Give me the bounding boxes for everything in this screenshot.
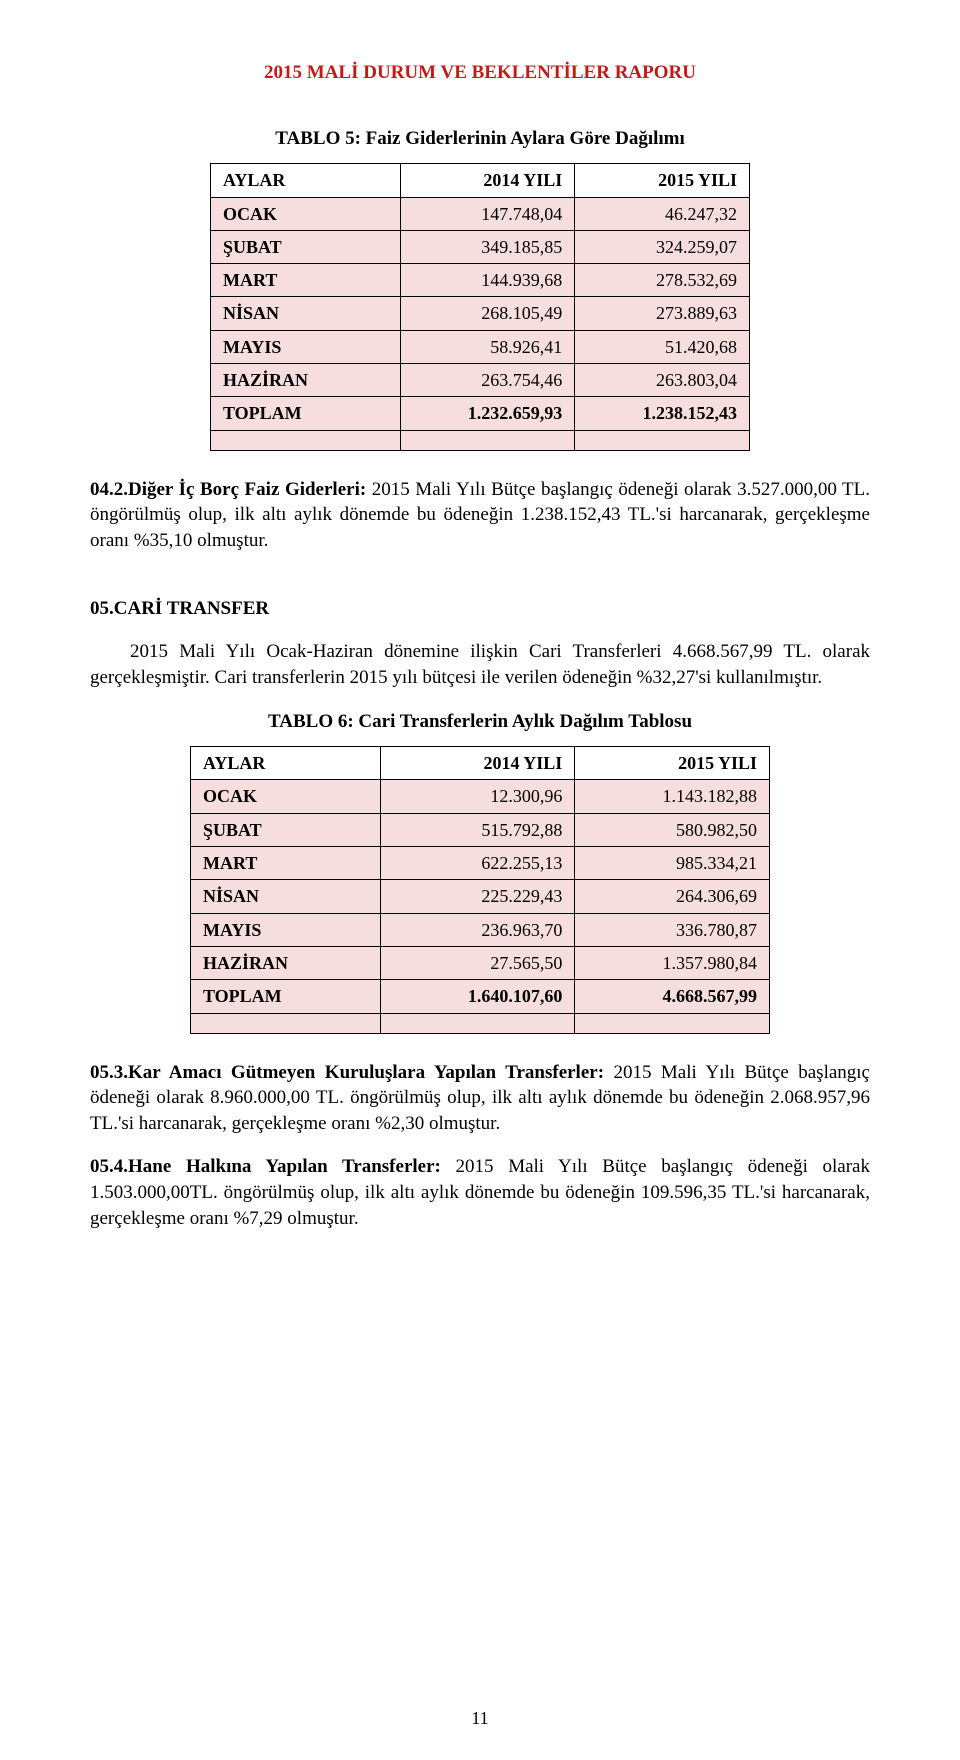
table6-row-month: TOPLAM — [191, 980, 381, 1013]
table6-row-month: OCAK — [191, 780, 381, 813]
table6-cell: 622.255,13 — [380, 847, 575, 880]
table6-cell: 1.640.107,60 — [380, 980, 575, 1013]
table5-row-month: MART — [211, 264, 401, 297]
table5-col-y1: 2014 YILI — [400, 164, 575, 197]
table6-cell: 1.143.182,88 — [575, 780, 770, 813]
table5-cell: 58.926,41 — [400, 330, 575, 363]
table5-row-month: OCAK — [211, 197, 401, 230]
table6-cell: 12.300,96 — [380, 780, 575, 813]
table6-cell: 225.229,43 — [380, 880, 575, 913]
table6-cell: 515.792,88 — [380, 813, 575, 846]
table6-cell: 1.357.980,84 — [575, 946, 770, 979]
table5-cell: 349.185,85 — [400, 230, 575, 263]
table6-cell: 580.982,50 — [575, 813, 770, 846]
table6-row-month: MAYIS — [191, 913, 381, 946]
table6-cell: 985.334,21 — [575, 847, 770, 880]
table6-cell: 27.565,50 — [380, 946, 575, 979]
para-label: 05.3.Kar Amacı Gütmeyen Kuruluşlara Yapı… — [90, 1062, 613, 1083]
table5-row-month: NİSAN — [211, 297, 401, 330]
table6-col-y1: 2014 YILI — [380, 747, 575, 780]
table5-row-month: MAYIS — [211, 330, 401, 363]
table5-cell: 278.532,69 — [575, 264, 750, 297]
page: 2015 MALİ DURUM VE BEKLENTİLER RAPORU TA… — [0, 0, 960, 1760]
table6-cell: 336.780,87 — [575, 913, 770, 946]
table5-col-months: AYLAR — [211, 164, 401, 197]
paragraph-04-2: 04.2.Diğer İç Borç Faiz Giderleri: 2015 … — [90, 477, 870, 554]
table6-title: TABLO 6: Cari Transferlerin Aylık Dağılı… — [90, 709, 870, 735]
paragraph-05-4: 05.4.Hane Halkına Yapılan Transferler: 2… — [90, 1154, 870, 1231]
para-label: 05.4.Hane Halkına Yapılan Transferler: — [90, 1156, 456, 1177]
table5-cell: 273.889,63 — [575, 297, 750, 330]
table5-cell: 324.259,07 — [575, 230, 750, 263]
table6: AYLAR 2014 YILI 2015 YILI OCAK 12.300,96… — [190, 746, 770, 1033]
table6-col-y2: 2015 YILI — [575, 747, 770, 780]
table5-col-y2: 2015 YILI — [575, 164, 750, 197]
table6-cell: 4.668.567,99 — [575, 980, 770, 1013]
table5-cell: 46.247,32 — [575, 197, 750, 230]
table6-col-months: AYLAR — [191, 747, 381, 780]
table5-row-month: TOPLAM — [211, 397, 401, 430]
table5-cell: 263.754,46 — [400, 364, 575, 397]
table6-cell: 264.306,69 — [575, 880, 770, 913]
page-number: 11 — [0, 1706, 960, 1730]
table5-cell: 1.238.152,43 — [575, 397, 750, 430]
table5-row-month: ŞUBAT — [211, 230, 401, 263]
table6-row-month: ŞUBAT — [191, 813, 381, 846]
section-cari-transfer: 05.CARİ TRANSFER — [90, 596, 870, 622]
para-label: 04.2.Diğer İç Borç Faiz Giderleri: — [90, 479, 372, 500]
table6-row-month: MART — [191, 847, 381, 880]
table5-cell: 147.748,04 — [400, 197, 575, 230]
table5-row-month: HAZİRAN — [211, 364, 401, 397]
table5-cell: 144.939,68 — [400, 264, 575, 297]
table5: AYLAR 2014 YILI 2015 YILI OCAK 147.748,0… — [210, 163, 750, 450]
paragraph-cari: 2015 Mali Yılı Ocak-Haziran dönemine ili… — [90, 639, 870, 690]
table5-title: TABLO 5: Faiz Giderlerinin Aylara Göre D… — [90, 126, 870, 152]
table6-cell: 236.963,70 — [380, 913, 575, 946]
table6-row-month: HAZİRAN — [191, 946, 381, 979]
table5-cell: 268.105,49 — [400, 297, 575, 330]
report-header: 2015 MALİ DURUM VE BEKLENTİLER RAPORU — [90, 60, 870, 86]
table6-row-month: NİSAN — [191, 880, 381, 913]
table5-cell: 263.803,04 — [575, 364, 750, 397]
paragraph-05-3: 05.3.Kar Amacı Gütmeyen Kuruluşlara Yapı… — [90, 1060, 870, 1137]
table5-cell: 1.232.659,93 — [400, 397, 575, 430]
table5-cell: 51.420,68 — [575, 330, 750, 363]
